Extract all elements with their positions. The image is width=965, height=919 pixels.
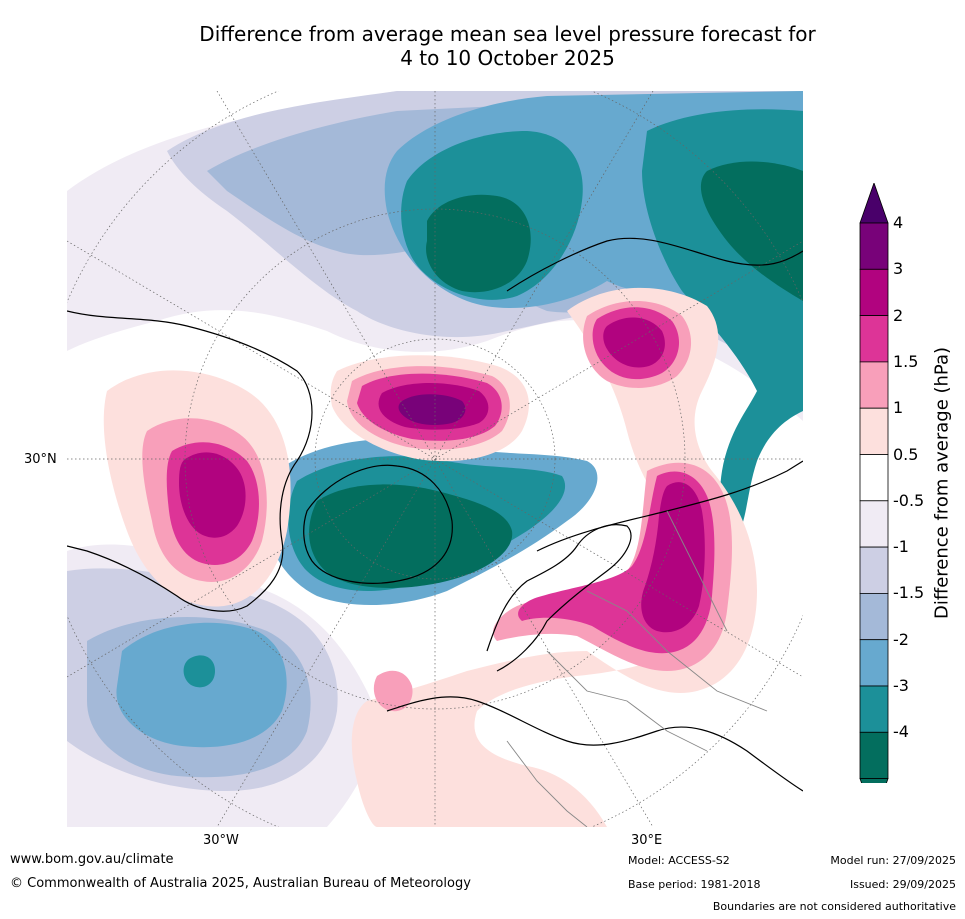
graticule-lat-30 [184, 208, 686, 710]
colorbar-tick-label: 2 [893, 305, 904, 325]
colorbar-segment [859, 407, 889, 455]
graticule-lon-330 [216, 91, 654, 827]
colorbar-tick-label: -3 [893, 676, 909, 695]
colorbar-tick-label: 3 [893, 259, 904, 279]
border-line-1 [546, 650, 708, 752]
chart-title-line-2: 4 to 10 October 2025 [400, 46, 615, 70]
anomaly-neg4-greenland [309, 484, 513, 588]
footer-model-run: Model run: 27/09/2025 [830, 854, 956, 867]
lat-label-30n: 30°N [24, 452, 57, 467]
colorbar-segment [859, 454, 889, 502]
footer-boundaries: Boundaries are not considered authoritat… [712, 900, 956, 913]
colorbar-tick-label: 1 [893, 398, 904, 418]
graticule-lon-300 [67, 240, 803, 678]
border-line-4 [506, 740, 588, 827]
colorbar-segment [859, 546, 889, 594]
colorbar-extend-max [859, 181, 889, 224]
graticule [67, 91, 803, 827]
chart-title-line-1: Difference from average mean sea level p… [199, 22, 816, 46]
anomaly-pos3-arctic [398, 394, 466, 425]
graticule-lon-30 [216, 91, 654, 827]
graticule-lon-60 [67, 240, 803, 678]
anomaly-pos1-iberia [373, 670, 413, 712]
colorbar-extend-min [859, 778, 889, 820]
colorbar-title: Difference from average (hPa) [931, 346, 953, 620]
footer-copyright: © Commonwealth of Australia 2025, Austra… [10, 876, 471, 891]
colorbar-tick-label: 1.5 [893, 351, 919, 371]
forecast-map [67, 91, 803, 827]
coastline-siberia [506, 237, 803, 292]
colorbar-segment [859, 592, 889, 641]
coastline-scandinavia [486, 524, 632, 672]
lon-label-30w: 30°W [203, 833, 239, 848]
colorbar-tick-label: 4 [893, 213, 904, 232]
coastlines [67, 237, 803, 792]
coastline-europe-south [386, 696, 803, 792]
coastline-greenland [303, 464, 453, 584]
footer-base-period: Base period: 1981-2018 [628, 878, 761, 891]
coastline-north-america [67, 310, 313, 612]
colorbar-segment [859, 222, 889, 270]
border-line-3 [666, 510, 728, 632]
colorbar-segment [859, 639, 889, 687]
colorbar-segment [859, 500, 889, 548]
colorbar-tick-label: -4 [893, 722, 909, 742]
colorbar-tick-label: -2 [893, 629, 909, 649]
colorbar-segment [859, 685, 889, 733]
anomaly-pos05-europe [351, 287, 757, 827]
colorbar-tick-label: -1.5 [893, 583, 925, 603]
anomaly-pos2-russia [641, 482, 705, 633]
anomaly-neg4-east [700, 161, 803, 301]
colorbar-svg [859, 181, 889, 820]
colorbar-tick-label: -1 [893, 537, 909, 557]
border-line-2 [586, 590, 768, 712]
borders [506, 510, 768, 827]
colorbar-segment [859, 361, 889, 409]
anomaly-neg3-pacific [183, 655, 215, 688]
anomaly-pos2-europe [603, 317, 665, 368]
footer-model: Model: ACCESS-S2 [628, 854, 730, 867]
colorbar-segment [859, 268, 889, 317]
footer-website: www.bom.gov.au/climate [10, 852, 174, 867]
colorbar-segment [859, 315, 889, 363]
colorbar-tick-label: -0.5 [893, 490, 925, 510]
colorbar-tick-label: 0.5 [893, 444, 919, 464]
lon-label-30e: 30°E [631, 833, 663, 848]
forecast-map-svg [67, 91, 803, 827]
footer-issued: Issued: 29/09/2025 [849, 878, 956, 891]
colorbar [858, 181, 890, 820]
colorbar-segment [859, 731, 889, 779]
anomaly-pos2-canada [179, 452, 246, 538]
